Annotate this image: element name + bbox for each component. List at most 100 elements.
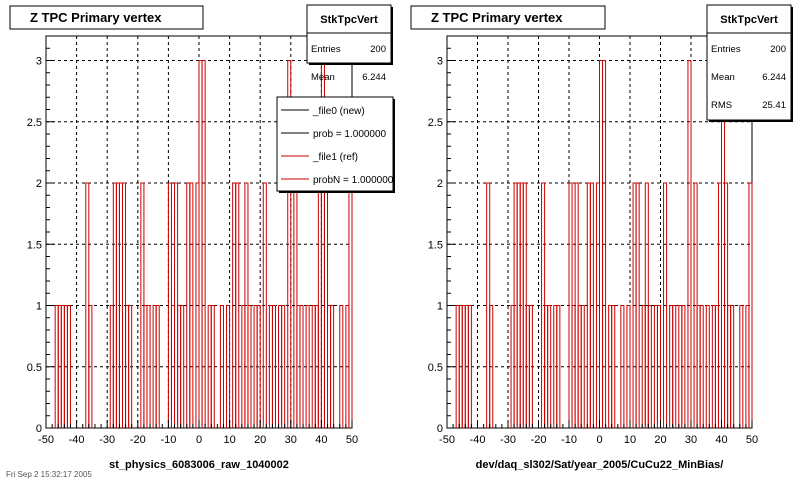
histogram-bin <box>339 305 344 428</box>
footer-timestamp: Fri Sep 2 15:32:17 2005 <box>6 470 92 479</box>
x-tick-label: 10 <box>223 434 235 446</box>
histogram-bin <box>287 60 292 428</box>
x-tick-label: -30 <box>99 434 115 446</box>
histogram-bin <box>626 305 631 428</box>
stats-box <box>306 4 392 64</box>
y-tick-label: 0.5 <box>27 362 42 374</box>
x-tick-label: 30 <box>285 434 297 446</box>
x-tick-label: 20 <box>654 434 666 446</box>
histogram-bin <box>611 305 616 428</box>
y-tick-label: 2 <box>36 178 42 190</box>
histogram-bin <box>635 182 640 428</box>
legend-label: probN = 1.000000 <box>313 175 394 186</box>
histogram-bin <box>547 305 552 428</box>
x-tick-label: -20 <box>531 434 547 446</box>
histogram-bin <box>602 60 607 428</box>
legend-entries: _file0 (new) prob = 1.000000 _file1 (ref) p… <box>281 106 394 186</box>
y-tick-label: 1 <box>437 301 443 313</box>
x-tick-label: -10 <box>561 434 577 446</box>
x-tick-label: 30 <box>685 434 697 446</box>
histogram-bin <box>699 305 704 428</box>
histogram-bin <box>281 305 286 428</box>
histogram-bin <box>235 182 240 428</box>
histogram-bin <box>556 305 561 428</box>
histogram-bin <box>210 305 215 428</box>
histogram-bin <box>580 305 585 428</box>
y-tick-label: 1 <box>36 301 42 313</box>
y-tick-label: 3 <box>437 56 443 68</box>
legend-label: prob = 1.000000 <box>313 129 387 140</box>
x-tick-label: 10 <box>624 434 636 446</box>
histogram-bin <box>299 305 304 428</box>
x-tick-label: 50 <box>346 434 358 446</box>
histogram-bin <box>748 182 753 428</box>
histogram-bin <box>155 305 160 428</box>
histogram-bin <box>66 305 71 428</box>
stats-box <box>706 4 792 121</box>
x-axis-title: dev/daq_sl302/Sat/year_2005/CuCu22_MinBi… <box>476 459 724 471</box>
x-tick-label: -30 <box>500 434 516 446</box>
x-tick-label: -50 <box>439 434 455 446</box>
x-tick-label: 40 <box>715 434 727 446</box>
left-histogram-pad: -50 -40 -30 -20 -10 0 10 20 30 40 50 0 0.5 1 1.5 2 2.5 3 s… <box>9 4 395 471</box>
histogram-bin <box>467 305 472 428</box>
right-histogram-pad: -50 -40 -30 -20 -10 0 10 20 30 40 50 0 0.5 1 1.5 2 2.5 3 d… <box>410 4 793 471</box>
histogram-bin <box>256 305 261 428</box>
histogram-bin <box>620 305 625 428</box>
stats-name: StkTpcVert <box>720 14 778 26</box>
stats-row-label: RMS <box>711 100 732 111</box>
stats-row-label: Mean <box>311 72 335 83</box>
y-tick-label: 0 <box>36 423 42 435</box>
stats-name: StkTpcVert <box>320 14 378 26</box>
histogram-bin <box>219 305 224 428</box>
x-tick-label: -40 <box>470 434 486 446</box>
histogram-bin <box>88 305 93 428</box>
histogram-bin <box>146 305 151 428</box>
legend-label: _file0 (new) <box>312 106 365 117</box>
y-tick-label: 3 <box>36 56 42 68</box>
y-tick-label: 0.5 <box>428 362 443 374</box>
y-tick-label: 2.5 <box>27 117 42 129</box>
stats-row-label: Entries <box>311 44 341 55</box>
legend-box <box>276 96 394 192</box>
x-tick-label: -20 <box>130 434 146 446</box>
histogram-bin <box>672 305 677 428</box>
stats-row-label: Entries <box>711 44 741 55</box>
y-tick-label: 2.5 <box>428 117 443 129</box>
histogram-bin <box>730 305 735 428</box>
stats-row-value: 200 <box>770 44 786 55</box>
histogram-bin <box>189 182 194 428</box>
stats-row-value: 6.244 <box>362 72 386 83</box>
histogram-bin <box>647 305 652 428</box>
histogram-bin <box>330 305 335 428</box>
chart-title: Z TPC Primary vertex <box>431 10 563 25</box>
title-box <box>9 5 204 30</box>
stats-row-label: Mean <box>711 72 735 83</box>
histogram-bin <box>687 60 692 428</box>
histogram-bin <box>528 305 533 428</box>
y-tick-label: 1.5 <box>428 239 443 251</box>
histogram-bin <box>705 305 710 428</box>
histogram-bin <box>180 305 185 428</box>
histogram-bin <box>262 182 267 428</box>
histogram-bin <box>663 182 668 428</box>
x-tick-label: 40 <box>315 434 327 446</box>
y-tick-label: 2 <box>437 178 443 190</box>
x-tick-label: 0 <box>596 434 602 446</box>
x-tick-label: 20 <box>254 434 266 446</box>
stats-row-value: 200 <box>370 44 386 55</box>
x-axis-title: st_physics_6083006_raw_1040002 <box>109 459 289 471</box>
y-tick-label: 0 <box>437 423 443 435</box>
x-tick-label: -40 <box>69 434 85 446</box>
histogram-bin <box>489 305 494 428</box>
stats-row-value: 25.41 <box>762 100 786 111</box>
histogram-bin <box>201 60 206 428</box>
x-tick-label: 0 <box>196 434 202 446</box>
stats-row-value: 6.244 <box>762 72 786 83</box>
histogram-bin <box>589 182 594 428</box>
title-box <box>410 5 606 30</box>
histogram-bin <box>271 305 276 428</box>
histogram-bin <box>739 305 744 428</box>
histogram-bin <box>226 305 231 428</box>
